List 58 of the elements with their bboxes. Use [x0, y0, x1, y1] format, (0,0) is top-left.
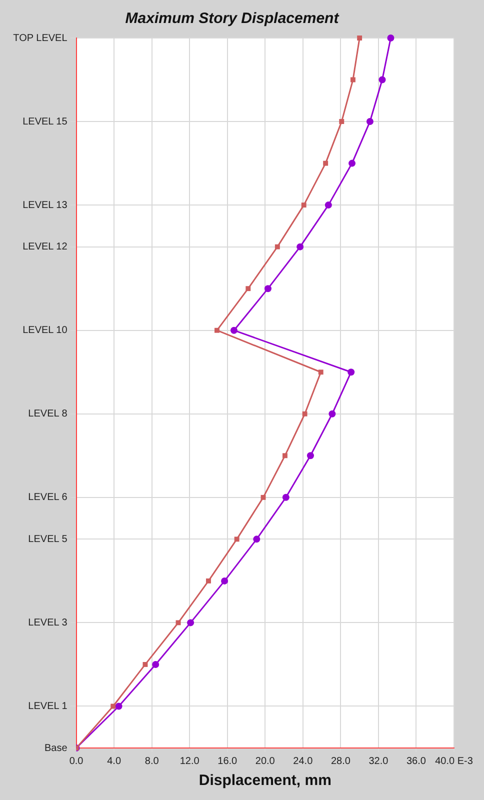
y-tick-label: TOP LEVEL	[13, 32, 68, 44]
x-tick-label: 12.0	[180, 756, 200, 767]
x-tick-label: 20.0	[255, 756, 276, 767]
point	[282, 494, 290, 501]
y-tick-label: LEVEL 1	[28, 700, 68, 712]
x-tick-label: 28.0	[330, 756, 351, 767]
y-tick-label: LEVEL 10	[22, 325, 68, 336]
point	[206, 578, 211, 584]
point	[328, 410, 336, 418]
point	[357, 36, 362, 40]
point	[176, 620, 181, 626]
point	[264, 285, 272, 292]
y-tick-label: LEVEL 6	[28, 492, 68, 504]
y-tick-label: LEVEL 12	[22, 242, 68, 253]
point	[301, 202, 306, 208]
point	[366, 118, 374, 126]
x-tick-label: 24.0	[293, 756, 314, 767]
x-tick-label: 36.0	[406, 756, 426, 767]
point	[152, 660, 160, 668]
point	[214, 328, 220, 333]
point	[302, 411, 308, 416]
y-tick-label: LEVEL 15	[22, 116, 68, 128]
x-tick-label: 16.0	[218, 756, 238, 767]
point	[282, 453, 288, 458]
point	[323, 160, 328, 166]
x-tick-label: 4.0	[107, 756, 122, 767]
point	[115, 702, 122, 710]
x-tick-label: 40.0 E-3	[435, 756, 474, 767]
point	[253, 536, 260, 543]
point	[110, 704, 116, 709]
point	[296, 243, 304, 250]
point	[387, 34, 394, 42]
x-tick-label: 0.0	[69, 756, 84, 767]
point	[221, 577, 228, 584]
x-axis-title: Displacement, mm	[198, 772, 332, 790]
point	[234, 536, 240, 542]
x-tick-label: 8.0	[144, 756, 160, 767]
point	[187, 619, 194, 626]
point	[230, 326, 238, 334]
y-tick-label: LEVEL 3	[28, 617, 68, 628]
point	[348, 368, 355, 376]
point	[260, 494, 266, 500]
x-tick-label: 32.0	[368, 756, 389, 767]
point	[350, 77, 356, 82]
point	[246, 286, 251, 292]
point	[274, 244, 280, 250]
point	[339, 119, 344, 124]
y-tick-label: Base	[44, 742, 68, 754]
point	[142, 662, 148, 667]
y-tick-label: LEVEL 13	[22, 200, 68, 211]
chart-title: Maximum Story Displacement	[125, 10, 340, 28]
point	[318, 370, 324, 375]
y-tick-label: LEVEL 8	[28, 408, 68, 420]
point	[378, 76, 386, 84]
point	[324, 202, 332, 209]
point	[348, 160, 356, 167]
y-tick-label: LEVEL 5	[28, 534, 68, 545]
point	[306, 452, 314, 460]
